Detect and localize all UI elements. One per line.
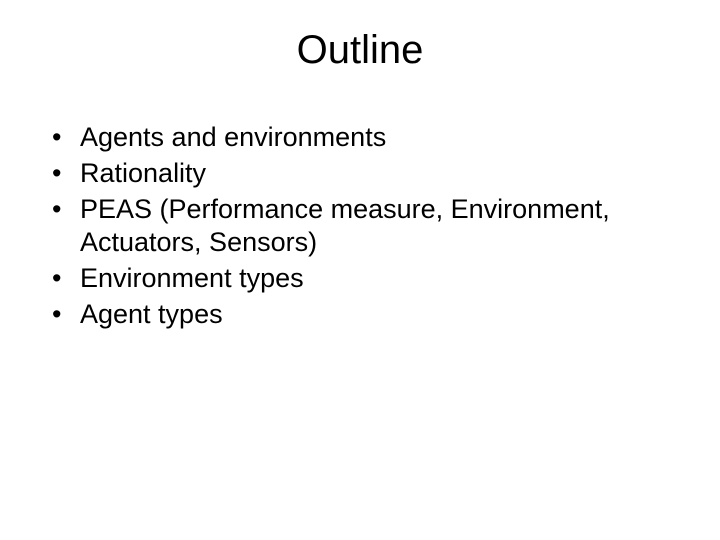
bullet-item: PEAS (Performance measure, Environment, … bbox=[52, 193, 680, 261]
bullet-item: Rationality bbox=[52, 157, 680, 191]
slide-title: Outline bbox=[40, 28, 680, 73]
bullet-item: Environment types bbox=[52, 262, 680, 296]
bullet-list: Agents and environments Rationality PEAS… bbox=[40, 121, 680, 332]
bullet-item: Agent types bbox=[52, 298, 680, 332]
slide-container: Outline Agents and environments Rational… bbox=[0, 0, 720, 540]
bullet-item: Agents and environments bbox=[52, 121, 680, 155]
